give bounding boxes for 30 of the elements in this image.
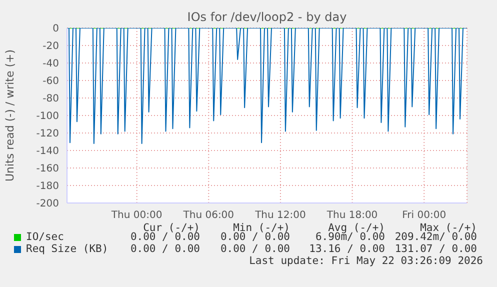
- text: 131.07 / 0.00: [394, 243, 477, 255]
- text: 0.00 / 0.00: [130, 231, 200, 243]
- x-tick-label: Thu 18:00: [326, 210, 378, 222]
- x-tick-label: Thu 00:00: [110, 210, 162, 222]
- x-tick-label: Fri 00:00: [402, 210, 446, 222]
- y-tick-label: -80: [42, 94, 59, 105]
- y-tick-label: -40: [42, 58, 59, 70]
- text: 0.00 / 0.00: [130, 243, 200, 255]
- chart-title: IOs for /dev/loop2 - by day: [186, 10, 348, 24]
- x-tick-label: Thu 12:00: [254, 210, 306, 222]
- y-tick-label: -100: [36, 111, 59, 122]
- y-tick-label: -160: [36, 164, 59, 175]
- y-tick-label: -180: [36, 181, 59, 192]
- y-axis-title: Units read (-) / write (+): [4, 49, 16, 182]
- x-tick-label: Thu 06:00: [182, 210, 234, 222]
- y-tick-label: -140: [36, 146, 59, 158]
- text: Last update: Fri May 22 03:26:09 2026: [249, 255, 483, 267]
- legend-label: IO/sec: [26, 231, 64, 243]
- text: 6.90m/ 0.00: [315, 231, 385, 243]
- text: 0.00 / 0.00: [220, 231, 290, 243]
- y-tick-label: -60: [42, 76, 59, 88]
- y-tick-label: -200: [36, 198, 59, 210]
- text: 0.00 / 0.00: [220, 243, 290, 255]
- text: 209.42m/ 0.00: [394, 231, 477, 243]
- legend-label: Req Size (KB): [26, 243, 108, 255]
- y-tick-label: -20: [42, 41, 59, 52]
- text: Avg (-/+): [328, 222, 385, 234]
- y-tick-label: 0: [52, 24, 59, 35]
- text: 13.16 / 0.00: [309, 243, 385, 255]
- y-tick-label: -120: [36, 128, 59, 140]
